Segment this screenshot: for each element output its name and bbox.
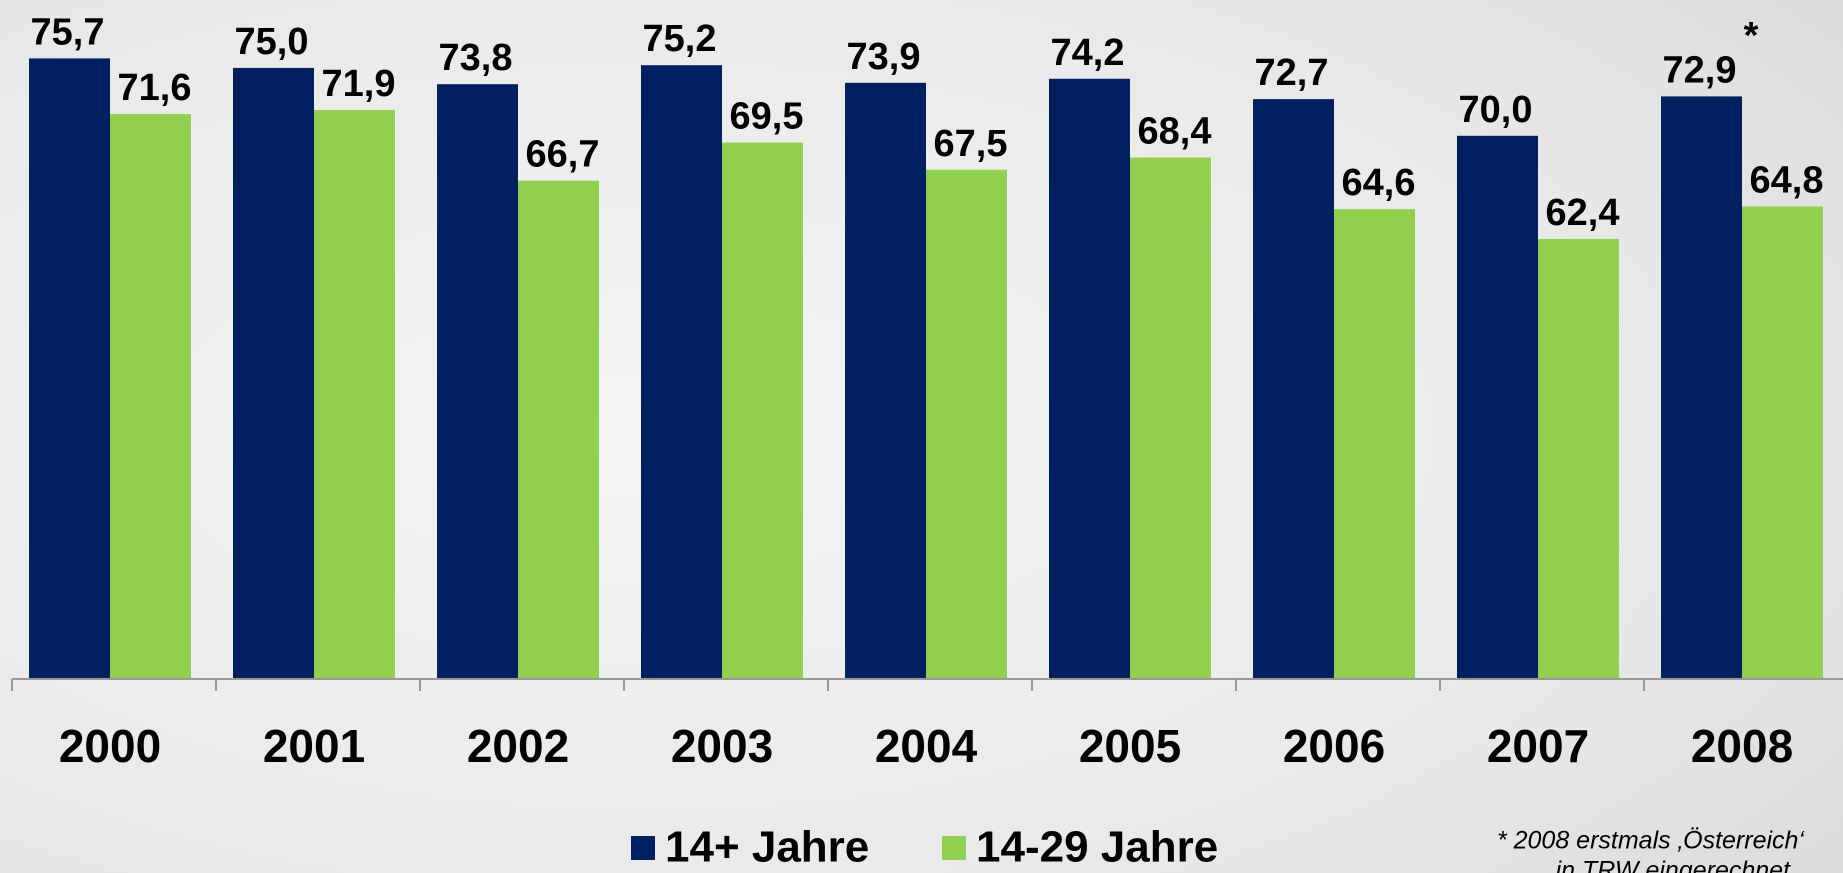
bar: [1457, 135, 1538, 680]
value-label: 71,9: [322, 63, 396, 105]
legend-label: 14+ Jahre: [665, 823, 869, 872]
bar: [233, 67, 314, 679]
value-label: 62,4: [1546, 192, 1620, 234]
value-label: 75,2: [643, 18, 717, 60]
bar: [1049, 78, 1130, 680]
value-label: 64,8: [1750, 159, 1824, 201]
bar: [314, 109, 395, 680]
bar: [1538, 239, 1619, 679]
value-label: 69,5: [730, 96, 804, 138]
bar: [1661, 96, 1742, 680]
bar: [1742, 206, 1823, 679]
value-label: 75,0: [235, 21, 309, 63]
bar: [926, 169, 1007, 679]
bar: [845, 82, 926, 679]
value-label: 67,5: [934, 123, 1008, 165]
x-tick-label: 2001: [263, 720, 365, 772]
bar: [29, 58, 110, 680]
value-label: 73,8: [439, 37, 513, 79]
annotation-asterisk: *: [1744, 15, 1759, 57]
x-tick-label: 2000: [59, 720, 161, 772]
value-label: 72,7: [1255, 52, 1329, 94]
value-label: 72,9: [1663, 49, 1737, 91]
footnote: * 2008 erstmals ‚Österreich‘: [1497, 827, 1805, 855]
bar: [518, 180, 599, 679]
bar: [1253, 99, 1334, 679]
legend-label: 14-29 Jahre: [976, 823, 1218, 872]
x-tick-label: 2003: [671, 720, 773, 772]
value-label: 74,2: [1051, 32, 1125, 74]
bar: [437, 84, 518, 680]
x-tick-label: 2002: [467, 720, 569, 772]
x-tick-label: 2005: [1079, 720, 1181, 772]
value-label: 68,4: [1138, 111, 1212, 153]
x-tick-label: 2004: [875, 720, 978, 772]
x-tick-label: 2008: [1691, 720, 1793, 772]
x-tick-label: 2006: [1283, 720, 1385, 772]
footnote: in TRW eingerechnet: [1556, 857, 1791, 873]
bar: [1130, 157, 1211, 679]
value-label: 66,7: [526, 134, 600, 176]
value-label: 75,7: [31, 11, 105, 53]
bar: [110, 114, 191, 679]
value-label: 73,9: [847, 36, 921, 78]
value-label: 70,0: [1459, 89, 1533, 131]
legend-swatch: [942, 836, 966, 860]
bar: [722, 142, 803, 680]
bar: [1334, 209, 1415, 679]
x-tick-label: 2007: [1487, 720, 1589, 772]
value-label: 71,6: [118, 67, 192, 109]
bar: [641, 65, 722, 679]
legend-swatch: [631, 836, 655, 860]
value-label: 64,6: [1342, 162, 1416, 204]
